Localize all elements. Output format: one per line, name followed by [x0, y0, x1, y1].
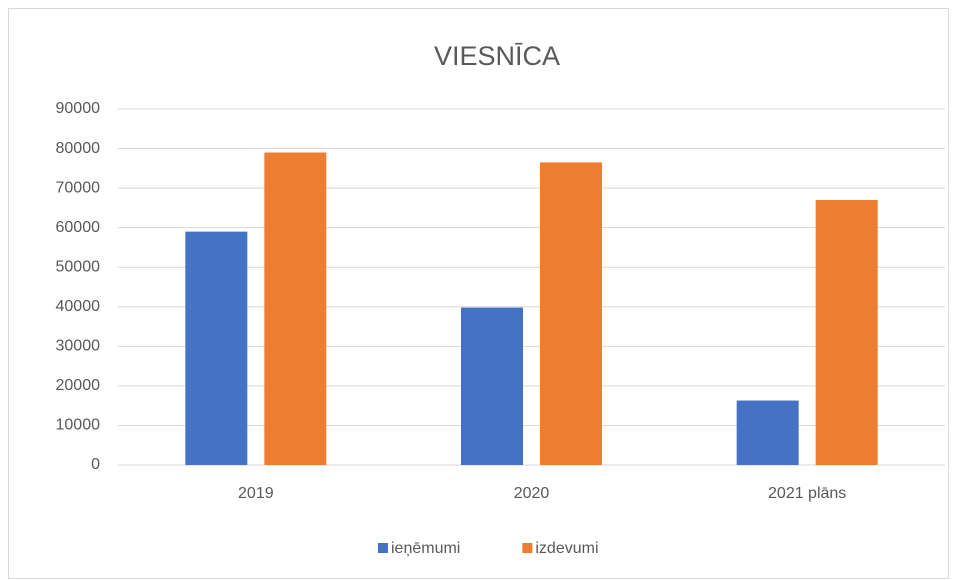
- bar: [185, 231, 248, 465]
- y-tick-label: 10000: [56, 417, 101, 434]
- bar: [736, 400, 799, 465]
- x-tick-label: 2019: [238, 485, 274, 502]
- y-tick-label: 30000: [56, 338, 101, 355]
- bar: [815, 199, 878, 465]
- y-tick-label: 60000: [56, 219, 101, 236]
- y-tick-label: 80000: [56, 140, 101, 157]
- chart-title: VIESNĪCA: [434, 41, 560, 71]
- legend-label: izdevumi: [535, 540, 598, 557]
- x-tick-label: 2021 plāns: [768, 485, 846, 502]
- y-tick-label: 0: [91, 456, 100, 473]
- bar: [264, 152, 327, 465]
- bar: [461, 307, 523, 465]
- legend-swatch: [522, 543, 533, 553]
- y-tick-label: 70000: [56, 179, 101, 196]
- legend-label: ieņēmumi: [391, 540, 460, 557]
- y-tick-label: 50000: [56, 258, 101, 275]
- y-tick-label: 20000: [56, 377, 101, 394]
- legend-swatch: [378, 543, 388, 553]
- bar: [540, 162, 602, 465]
- y-tick-label: 90000: [56, 100, 101, 117]
- x-tick-label: 2020: [514, 485, 550, 502]
- y-tick-label: 40000: [56, 298, 101, 315]
- chart-border: [8, 8, 949, 579]
